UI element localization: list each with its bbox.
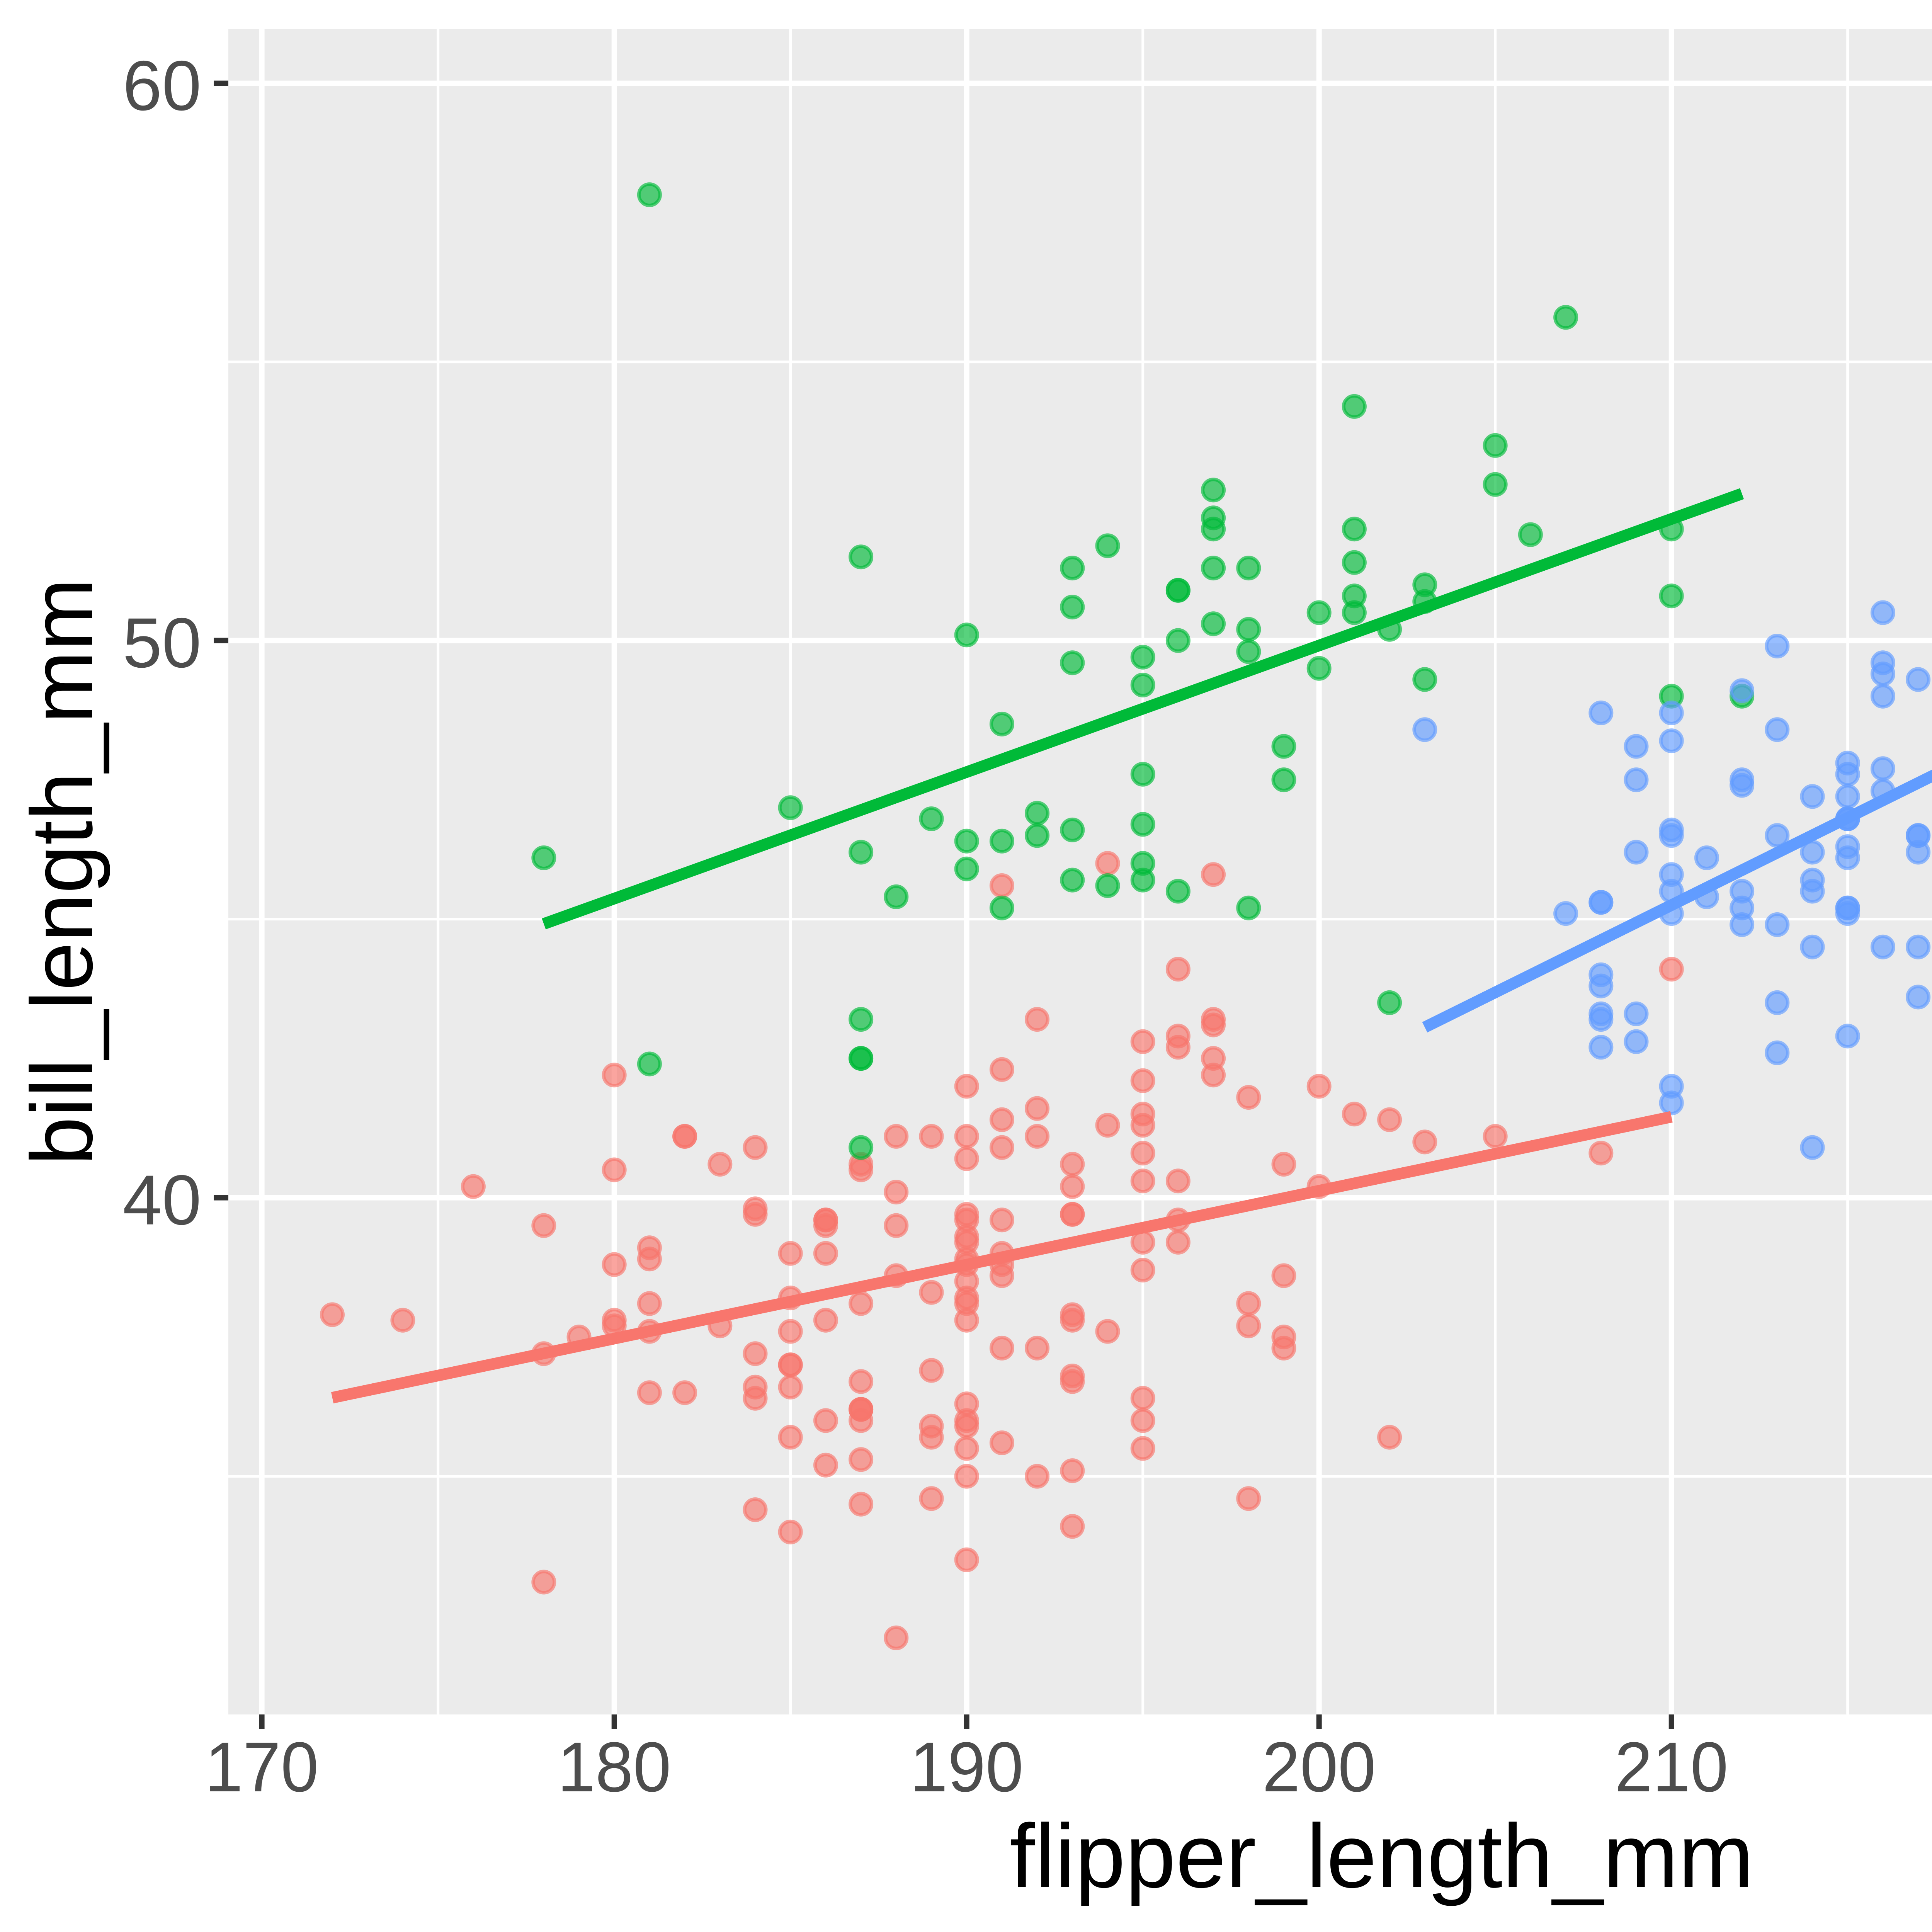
svg-text:170: 170: [205, 1727, 319, 1806]
svg-text:60: 60: [122, 46, 201, 125]
svg-text:40: 40: [122, 1160, 201, 1240]
svg-text:50: 50: [122, 603, 201, 682]
svg-text:200: 200: [1262, 1727, 1376, 1806]
svg-text:bill_length_mm: bill_length_mm: [13, 578, 111, 1165]
svg-text:180: 180: [558, 1727, 671, 1806]
svg-text:flipper_length_mm: flipper_length_mm: [1010, 1805, 1753, 1906]
svg-text:210: 210: [1615, 1727, 1728, 1806]
svg-text:190: 190: [910, 1727, 1024, 1806]
